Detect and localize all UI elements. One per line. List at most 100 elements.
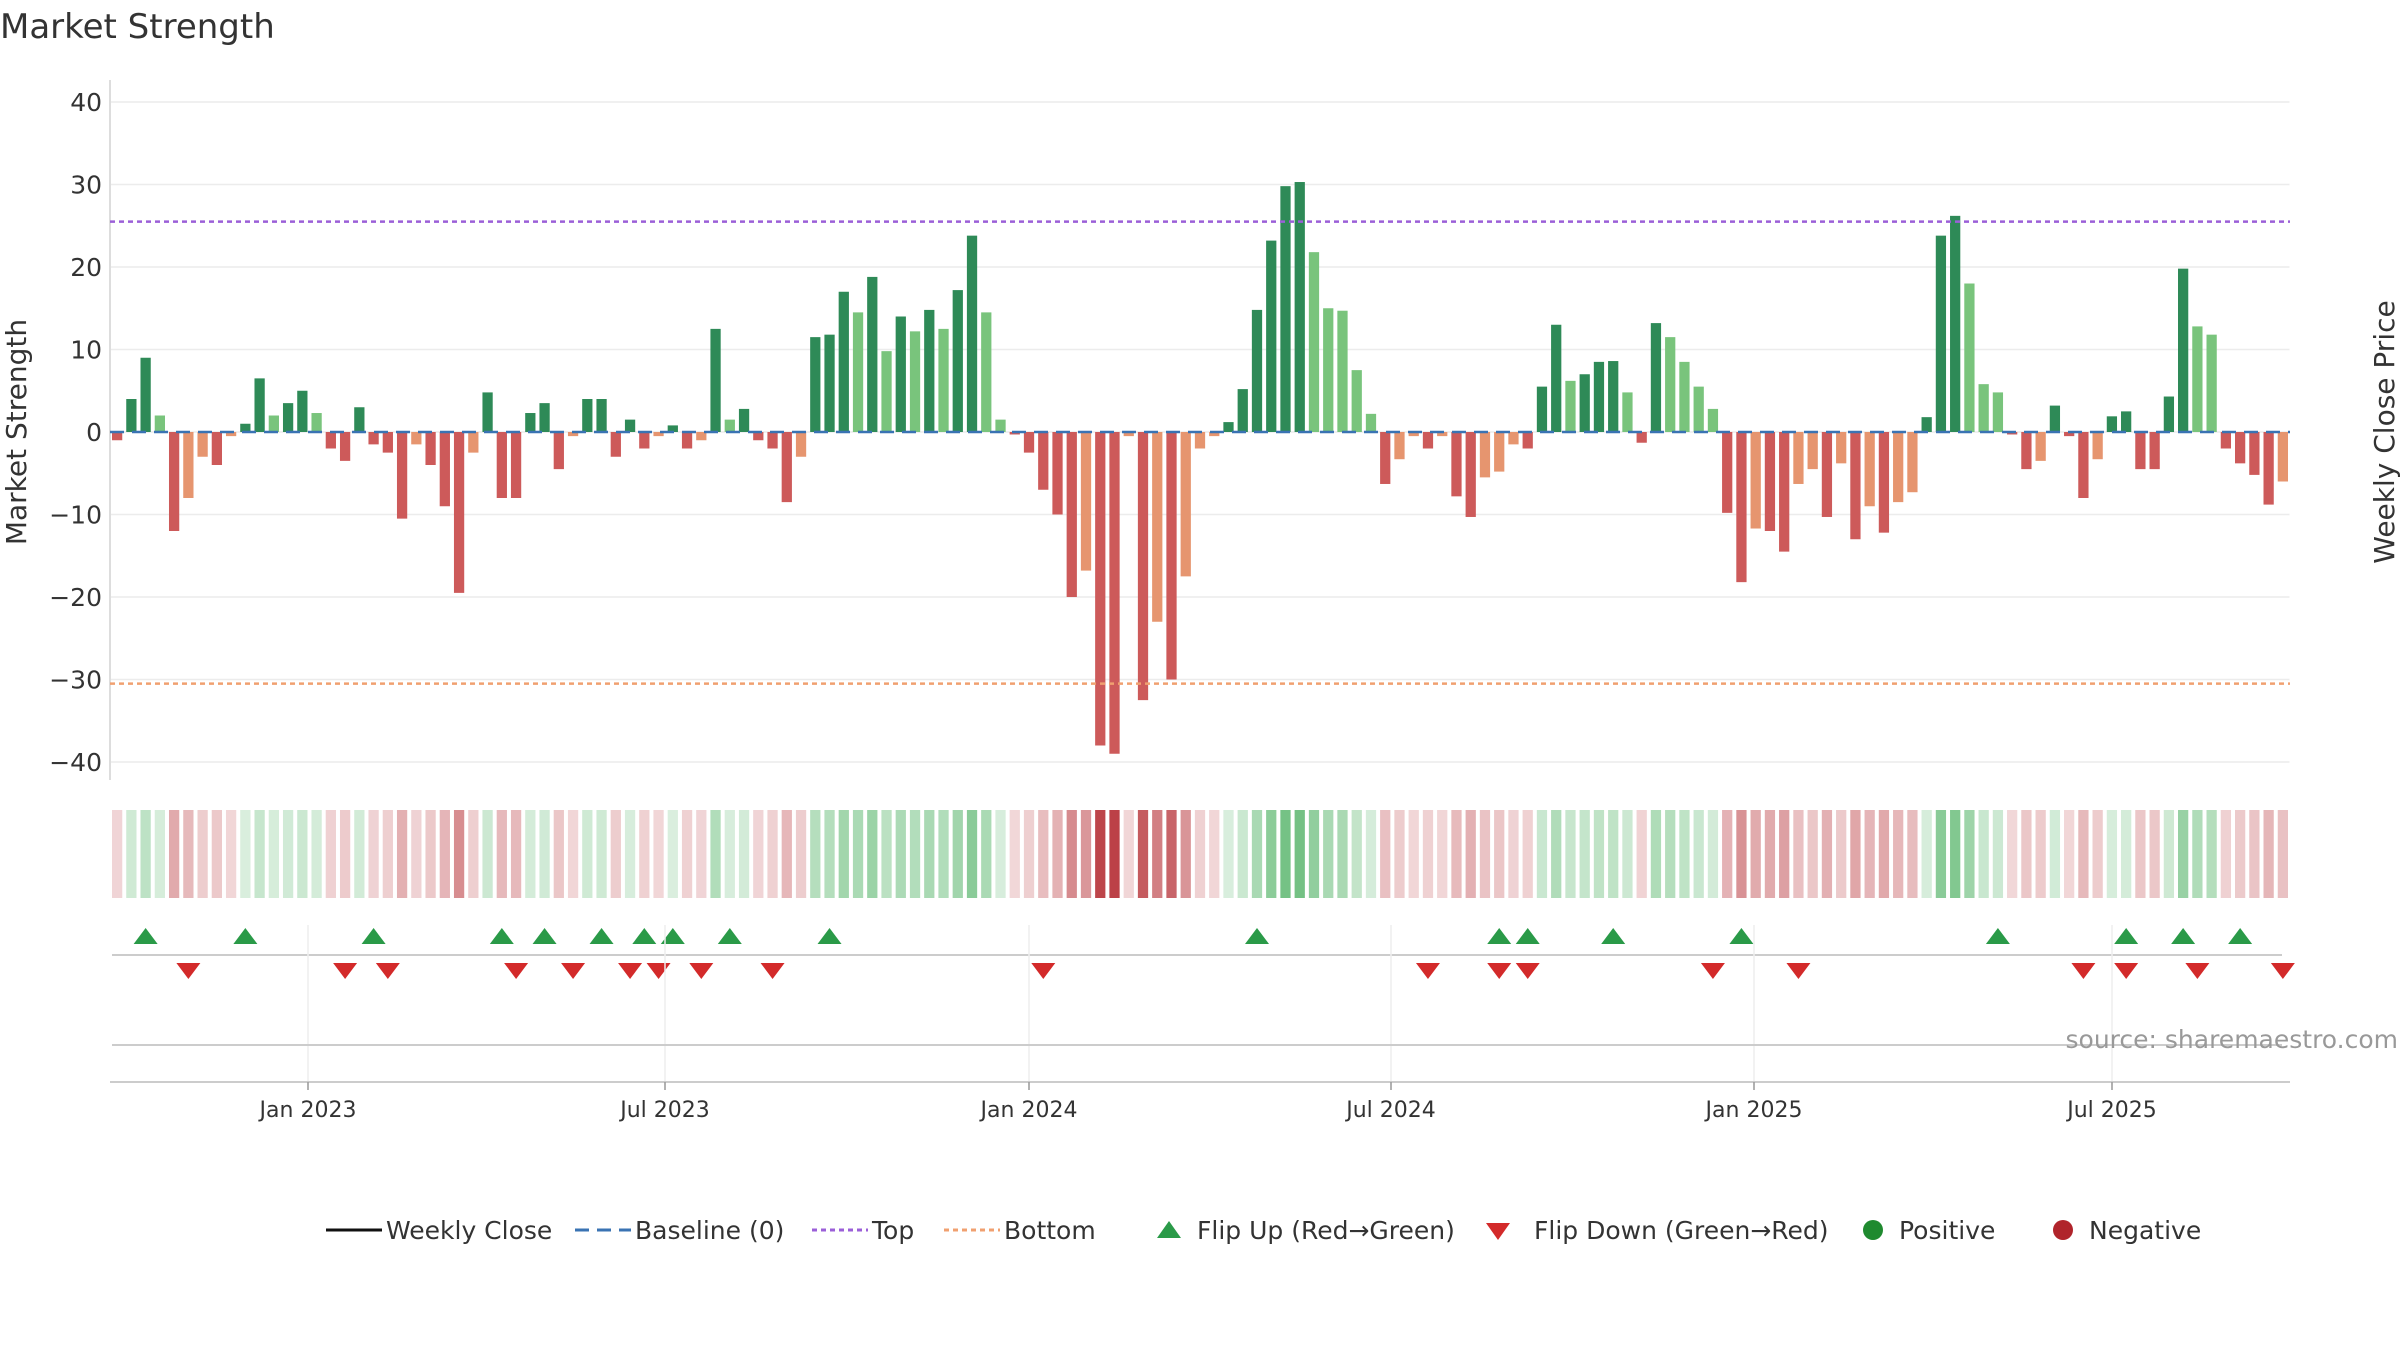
strength-bar (2277, 432, 2289, 482)
strength-bar (1992, 392, 2004, 432)
strength-bar (1451, 432, 1462, 497)
strength-bar (1821, 432, 1833, 517)
heat-cell (1351, 810, 1362, 898)
heat-cell (1479, 810, 1491, 898)
heat-cell (411, 810, 422, 898)
heat-cell (2007, 810, 2018, 898)
flip-up-marker (1985, 928, 2010, 944)
strength-bar (1237, 389, 1248, 432)
strength-bar (339, 432, 351, 461)
heat-cell (1821, 810, 1833, 898)
heat-cell (2163, 810, 2175, 898)
strength-bar (297, 390, 308, 432)
heat-cell (1878, 810, 1890, 898)
heat-cell (525, 810, 536, 898)
legend-label: Negative (2089, 1216, 2201, 1245)
strength-bar (1137, 432, 1149, 701)
flip-down-marker (1700, 963, 1725, 979)
strength-bar (396, 432, 408, 519)
strength-bar (1807, 432, 1818, 470)
heat-cell (254, 810, 265, 898)
flip-up-marker (1244, 928, 1269, 944)
strength-bar (425, 432, 436, 465)
flip-up-marker (1487, 928, 1512, 944)
strength-bar (553, 432, 564, 470)
heat-cell (1693, 810, 1704, 898)
heat-cell (1451, 810, 1462, 898)
strength-bar (1793, 432, 1804, 484)
strength-bar (653, 432, 664, 437)
heat-cell (325, 810, 336, 898)
strength-bar (1152, 432, 1163, 622)
strength-bar (225, 432, 237, 437)
heat-cell (282, 810, 294, 898)
strength-bar (710, 328, 721, 432)
heat-cell (724, 810, 735, 898)
strength-bar (1251, 309, 1263, 432)
flip-up-marker (489, 928, 514, 944)
heat-cell (681, 810, 693, 898)
heat-cell (1522, 810, 1533, 898)
left-tick-label: −30 (49, 666, 102, 695)
left-tick-label: −40 (49, 748, 102, 777)
legend-swatch (1486, 1223, 1510, 1240)
strength-bar (154, 415, 165, 432)
heat-cell (2064, 810, 2075, 898)
strength-bar (1579, 374, 1590, 432)
heat-cell (1337, 810, 1348, 898)
heat-cell (311, 810, 322, 898)
x-tick-label: Jul 2025 (2065, 1098, 2157, 1123)
strength-bar (2092, 432, 2103, 460)
strength-bar (2178, 268, 2189, 432)
chart-title: Market Strength (0, 7, 275, 47)
heat-cell (553, 810, 564, 898)
flip-up-marker (361, 928, 386, 944)
heat-cell (1978, 810, 1989, 898)
heat-cell (1137, 810, 1149, 898)
strength-bar (197, 432, 208, 457)
strength-bar (1123, 432, 1134, 437)
strength-bar (1850, 432, 1861, 540)
strength-bar (1551, 324, 1562, 432)
heat-cell (2149, 810, 2160, 898)
strength-bar (753, 432, 764, 441)
heat-cell (1152, 810, 1163, 898)
strength-bar (1736, 432, 1747, 583)
flip-up-marker (2228, 928, 2253, 944)
strength-bar (1223, 422, 1234, 432)
flip-up-marker (632, 928, 657, 944)
heat-cell (1551, 810, 1562, 898)
heat-cell (1194, 810, 1206, 898)
heat-cell (781, 810, 792, 898)
flip-up-marker (133, 928, 158, 944)
strength-bar (909, 331, 921, 432)
strength-bar (2220, 432, 2232, 449)
heat-cell (1038, 810, 1049, 898)
heat-cell (1123, 810, 1134, 898)
flip-markers (112, 928, 2295, 979)
legend-label: Bottom (1004, 1216, 1096, 1245)
heat-cell (1950, 810, 1961, 898)
strength-bar (966, 235, 978, 432)
flip-down-marker (2270, 963, 2295, 979)
strength-bar (240, 423, 251, 432)
flip-up-marker (717, 928, 742, 944)
heat-cell (1992, 810, 2004, 898)
strength-bar (767, 432, 778, 449)
legend-label: Flip Down (Green→Red) (1534, 1216, 1829, 1245)
strength-bar (2035, 432, 2046, 461)
flip-down-marker (1487, 963, 1512, 979)
heat-cell (582, 810, 593, 898)
strength-bar (895, 316, 906, 432)
flip-down-marker (561, 963, 586, 979)
strength-bar (1636, 432, 1647, 443)
heat-cell (1209, 810, 1220, 898)
legend-swatch (2053, 1220, 2073, 1240)
strength-bar (539, 403, 550, 432)
heat-cell (995, 810, 1006, 898)
strength-bar (2135, 432, 2146, 470)
heat-cell (1394, 810, 1405, 898)
heat-cell (1365, 810, 1377, 898)
heat-cell (1023, 810, 1035, 898)
